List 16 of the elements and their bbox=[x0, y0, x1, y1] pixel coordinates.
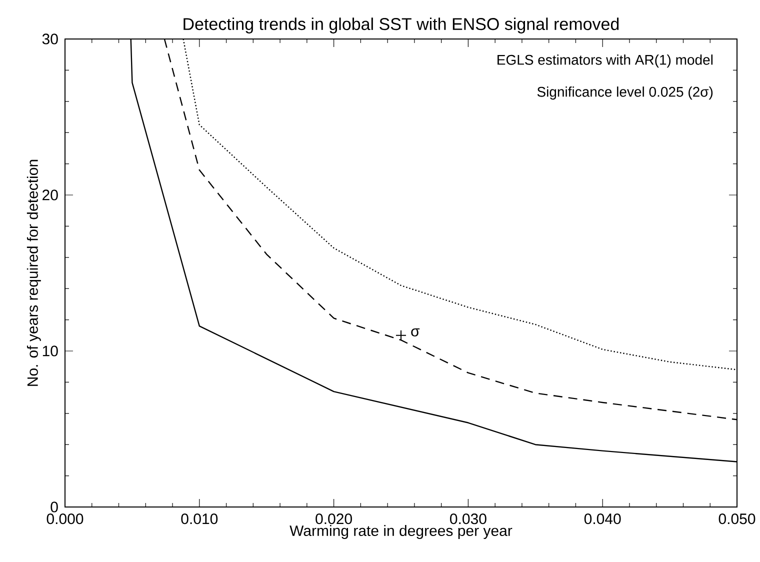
y-axis-title: No. of years required for detection bbox=[26, 160, 41, 386]
x-tick-label: 0.040 bbox=[584, 514, 621, 524]
x-tick-label: 0.020 bbox=[316, 514, 352, 524]
y-tick-label: 30 bbox=[42, 34, 58, 44]
x-axis-title: Warming rate in degrees per year bbox=[290, 525, 512, 539]
y-tick-label: 0 bbox=[50, 502, 58, 512]
x-tick-label: 0.050 bbox=[718, 514, 756, 524]
annotation: Significance level 0.025 (2σ) bbox=[537, 86, 713, 100]
y-tick-label: 20 bbox=[42, 190, 58, 200]
chart-title: Detecting trends in global SST with ENSO signal removed bbox=[184, 18, 619, 34]
annotation: EGLS estimators with AR(1) model bbox=[498, 54, 713, 68]
x-tick-label: 0.010 bbox=[181, 514, 218, 524]
x-tick-label: 0.030 bbox=[450, 514, 486, 524]
x-tick-label: 0.000 bbox=[46, 514, 84, 524]
y-tick-label: 10 bbox=[42, 346, 58, 356]
annotation: σ bbox=[411, 328, 420, 336]
